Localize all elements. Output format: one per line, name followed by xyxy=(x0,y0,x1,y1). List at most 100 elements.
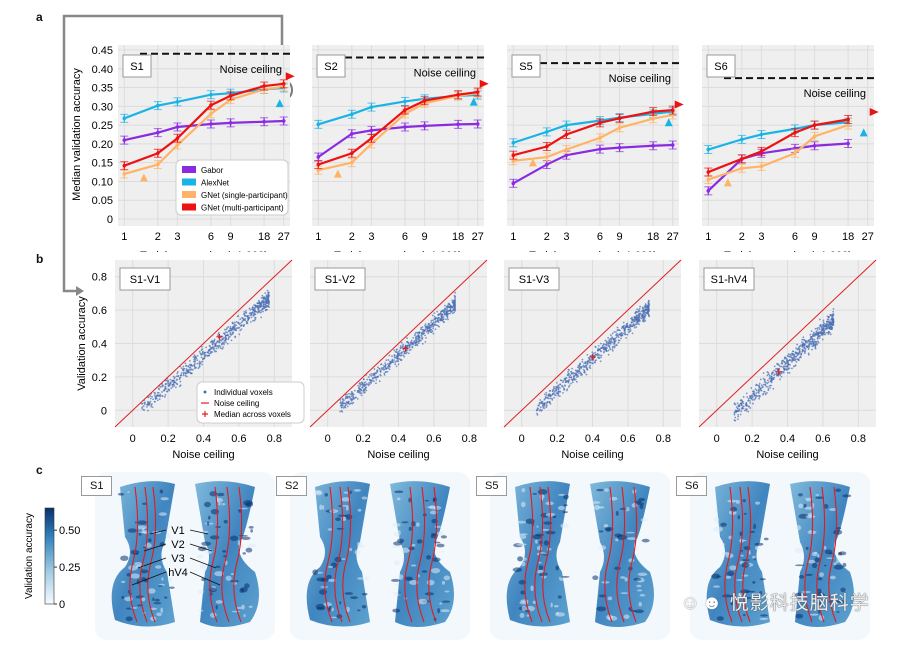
texture-speck xyxy=(640,518,648,522)
voxel-point xyxy=(210,340,213,343)
legend-box xyxy=(175,159,289,216)
voxel-point xyxy=(568,384,571,387)
voxel-point xyxy=(350,399,353,402)
voxel-point xyxy=(157,391,160,394)
voxel-point xyxy=(149,395,152,397)
voxel-point xyxy=(624,333,627,336)
voxel-point xyxy=(789,359,792,362)
voxel-point xyxy=(183,367,186,370)
roi-label-V1: V1 xyxy=(171,525,184,537)
texture-speck xyxy=(441,550,445,553)
voxel-point xyxy=(813,340,816,343)
x-tick-label: 6 xyxy=(402,231,408,243)
voxel-point xyxy=(420,326,422,329)
voxel-point xyxy=(773,365,776,368)
data-point-gnet_multi xyxy=(369,136,374,141)
voxel-point xyxy=(619,333,622,336)
texture-speck xyxy=(714,600,718,603)
voxel-point xyxy=(801,345,804,347)
texture-speck xyxy=(444,590,450,593)
panel-letter-a: a xyxy=(36,10,43,24)
voxel-point xyxy=(382,366,384,369)
voxel-point xyxy=(644,313,646,316)
voxel-point xyxy=(791,357,794,360)
voxel-point xyxy=(830,323,833,326)
connector-line xyxy=(62,14,284,293)
texture-speck xyxy=(804,497,813,500)
voxel-point xyxy=(805,341,807,344)
marker-triangle-gnet-single xyxy=(723,178,732,187)
voxel-point xyxy=(424,328,427,331)
voxel-point xyxy=(266,297,269,300)
voxel-point xyxy=(745,409,748,412)
data-point-alexnet xyxy=(350,112,354,117)
voxel-point xyxy=(396,359,399,362)
roi-boundary-line xyxy=(734,486,744,623)
left-hemisphere xyxy=(706,481,770,627)
voxel-point xyxy=(248,307,251,310)
voxel-point xyxy=(363,387,366,390)
voxel-point xyxy=(771,378,774,381)
texture-speck xyxy=(807,559,816,564)
voxel-point xyxy=(373,368,376,370)
voxel-point xyxy=(578,365,581,367)
texture-speck xyxy=(526,614,530,617)
voxel-point xyxy=(445,318,447,321)
data-point-gnet_single xyxy=(564,147,569,152)
data-point-gnet_single xyxy=(511,158,516,163)
legend-swatch-gnet_multi xyxy=(182,203,196,211)
voxel-point xyxy=(609,342,612,345)
data-point-gabor xyxy=(228,121,233,125)
voxel-point xyxy=(149,397,152,400)
voxel-point xyxy=(262,304,265,307)
voxel-point xyxy=(611,336,613,339)
texture-speck xyxy=(517,556,524,562)
texture-speck xyxy=(801,590,812,594)
texture-speck xyxy=(824,549,833,555)
texture-speck xyxy=(543,521,553,525)
texture-speck xyxy=(130,573,140,579)
voxel-point xyxy=(151,406,154,409)
voxel-point xyxy=(647,299,650,302)
texture-speck xyxy=(314,490,322,494)
texture-speck xyxy=(225,575,232,581)
voxel-point xyxy=(613,330,616,333)
subject-tag-box xyxy=(122,54,152,78)
voxel-point xyxy=(582,368,585,371)
voxel-point xyxy=(612,338,615,340)
voxel-point xyxy=(536,409,539,411)
voxel-point xyxy=(571,378,573,381)
series-line-gabor xyxy=(707,142,849,192)
data-point-gnet_single xyxy=(122,172,127,176)
voxel-point xyxy=(430,319,433,322)
voxel-point xyxy=(430,321,432,324)
voxel-point xyxy=(399,346,402,349)
data-point-gnet_multi xyxy=(316,162,321,167)
voxel-point xyxy=(798,356,801,359)
voxel-point xyxy=(378,367,380,370)
voxel-point xyxy=(591,362,594,365)
roi-boundary-line xyxy=(233,486,243,623)
marker-triangle-gnet-single xyxy=(139,173,148,182)
voxel-point xyxy=(809,333,812,336)
texture-speck xyxy=(720,522,727,527)
legend-swatch-alexnet xyxy=(182,178,196,186)
voxel-point xyxy=(816,337,819,340)
voxel-point xyxy=(780,372,783,375)
voxel-point xyxy=(612,345,615,348)
voxel-point xyxy=(226,342,229,345)
data-point-alexnet xyxy=(156,103,160,108)
voxel-point xyxy=(540,400,543,403)
voxel-point xyxy=(141,402,144,405)
texture-speck xyxy=(530,585,534,592)
series-line-gnet_single xyxy=(707,124,849,181)
voxel-point xyxy=(423,329,426,332)
voxel-point xyxy=(770,381,773,384)
voxel-point xyxy=(359,383,362,386)
voxel-point xyxy=(581,360,584,363)
voxel-point xyxy=(588,357,591,360)
voxel-point xyxy=(375,376,378,379)
texture-speck xyxy=(550,602,553,608)
texture-speck xyxy=(134,561,143,566)
x-tick-label: 0.6 xyxy=(620,433,635,445)
